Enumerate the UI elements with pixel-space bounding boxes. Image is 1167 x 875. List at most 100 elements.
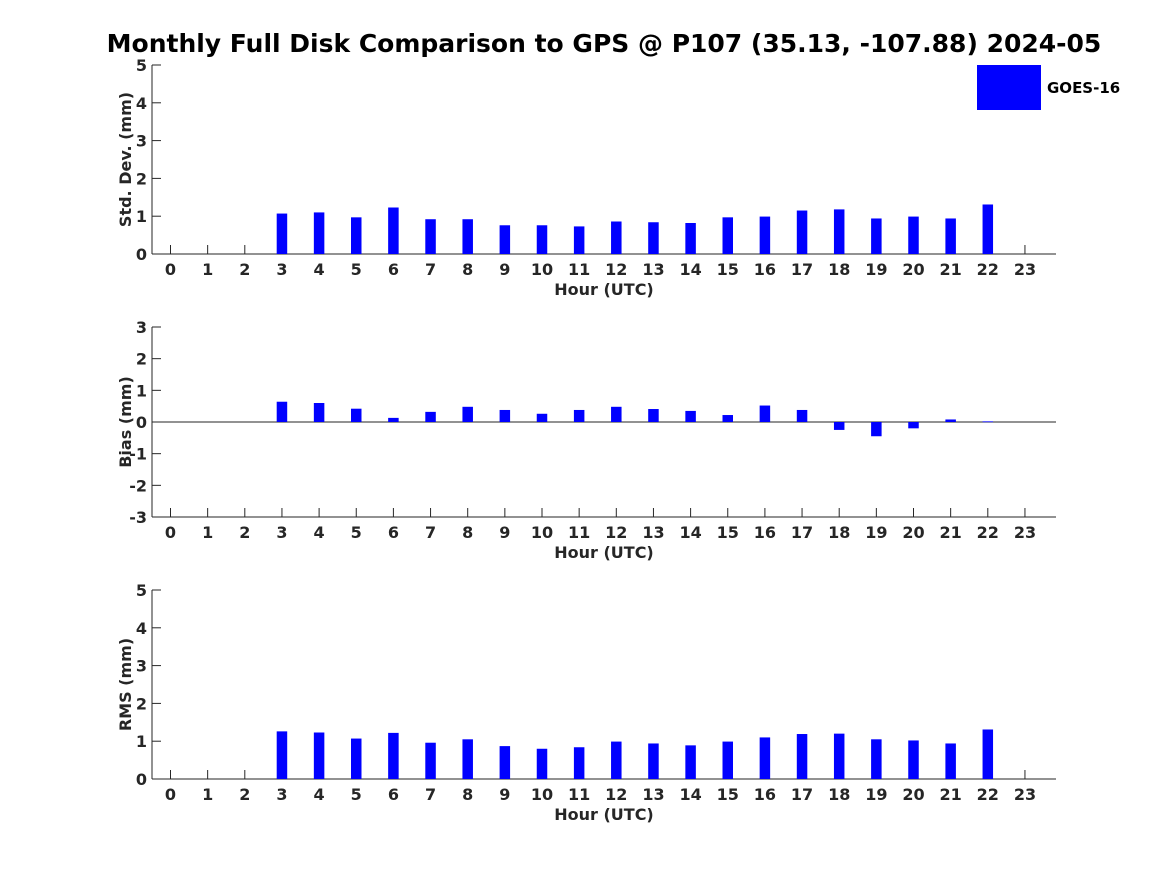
x-tick-label: 17 <box>791 523 813 542</box>
x-tick-label: 9 <box>499 785 510 804</box>
bar-std-hour-11 <box>573 226 585 254</box>
y-tick-label: 0 <box>136 413 147 432</box>
bar-std-hour-20 <box>908 216 919 254</box>
bar-rms-hour-3 <box>276 731 288 779</box>
bar-rms-hour-9 <box>499 746 511 779</box>
bar-std-hour-12 <box>611 221 622 254</box>
legend-swatch <box>977 65 1041 110</box>
x-axis-label: Hour (UTC) <box>554 280 654 299</box>
x-tick-label: 15 <box>717 260 739 279</box>
x-tick-label: 7 <box>425 260 436 279</box>
bar-rms-hour-14 <box>685 745 696 779</box>
y-tick-label: 5 <box>136 581 147 600</box>
y-tick-label: 3 <box>136 318 147 337</box>
x-tick-label: 20 <box>902 523 924 542</box>
bar-std-hour-21 <box>945 218 956 254</box>
x-tick-label: 1 <box>202 523 213 542</box>
x-tick-label: 16 <box>754 260 776 279</box>
x-tick-label: 5 <box>351 260 362 279</box>
x-tick-label: 2 <box>239 523 250 542</box>
bar-bias-hour-21 <box>945 419 956 422</box>
x-tick-label: 16 <box>754 785 776 804</box>
x-tick-label: 7 <box>425 523 436 542</box>
bar-rms-hour-11 <box>573 747 585 779</box>
x-tick-label: 23 <box>1014 260 1036 279</box>
bar-std-hour-10 <box>536 225 548 254</box>
x-tick-label: 2 <box>239 260 250 279</box>
x-tick-label: 19 <box>865 523 887 542</box>
bar-bias-hour-11 <box>573 409 585 422</box>
x-tick-label: 0 <box>165 260 176 279</box>
y-tick-label: 4 <box>136 94 147 113</box>
bar-rms-hour-13 <box>648 743 659 779</box>
x-tick-label: 21 <box>940 523 962 542</box>
bar-rms-hour-17 <box>796 734 808 779</box>
bar-rms-hour-7 <box>425 742 436 779</box>
bar-rms-hour-20 <box>908 740 919 779</box>
bar-rms-hour-22 <box>982 729 994 779</box>
x-tick-label: 5 <box>351 785 362 804</box>
x-tick-label: 11 <box>568 523 590 542</box>
x-tick-label: 23 <box>1014 523 1036 542</box>
x-tick-label: 5 <box>351 523 362 542</box>
x-tick-label: 0 <box>165 785 176 804</box>
bar-std-hour-13 <box>648 222 659 254</box>
bar-rms-hour-6 <box>388 732 399 779</box>
bar-std-hour-9 <box>499 225 511 254</box>
bar-bias-hour-12 <box>611 406 622 422</box>
bar-bias-hour-14 <box>685 410 696 422</box>
x-tick-label: 3 <box>276 785 287 804</box>
x-tick-label: 1 <box>202 785 213 804</box>
bar-rms-hour-5 <box>351 738 362 779</box>
x-tick-label: 8 <box>462 523 473 542</box>
bar-std-hour-15 <box>722 217 733 254</box>
bar-bias-hour-10 <box>536 413 548 422</box>
bar-std-hour-19 <box>871 218 882 254</box>
x-tick-label: 10 <box>531 785 553 804</box>
x-tick-label: 16 <box>754 523 776 542</box>
bar-bias-hour-17 <box>796 409 808 422</box>
bar-std-hour-7 <box>425 219 436 254</box>
x-tick-label: 19 <box>865 260 887 279</box>
x-tick-label: 18 <box>828 260 850 279</box>
x-tick-label: 23 <box>1014 785 1036 804</box>
y-tick-label: 4 <box>136 619 147 638</box>
x-axis-label: Hour (UTC) <box>554 543 654 562</box>
y-tick-label: -3 <box>129 508 147 527</box>
bar-bias-hour-13 <box>648 409 659 422</box>
y-tick-label: 1 <box>136 381 147 400</box>
x-tick-label: 17 <box>791 260 813 279</box>
bar-bias-hour-5 <box>351 408 362 422</box>
bar-bias-hour-19 <box>871 422 882 437</box>
x-tick-label: 20 <box>902 260 924 279</box>
bar-std-hour-16 <box>759 216 771 254</box>
y-tick-label: 3 <box>136 657 147 676</box>
x-tick-label: 10 <box>531 260 553 279</box>
y-tick-label: 1 <box>136 207 147 226</box>
x-tick-label: 14 <box>679 260 701 279</box>
legend-label: GOES-16 <box>1047 79 1120 97</box>
x-tick-label: 4 <box>314 260 325 279</box>
bar-std-hour-6 <box>388 207 399 254</box>
y-tick-label: 5 <box>136 56 147 75</box>
x-tick-label: 12 <box>605 523 627 542</box>
bar-bias-hour-4 <box>313 403 325 422</box>
bar-std-hour-22 <box>982 204 994 254</box>
x-tick-label: 18 <box>828 785 850 804</box>
bar-bias-hour-22 <box>982 421 994 423</box>
bar-rms-hour-8 <box>462 739 473 779</box>
bar-bias-hour-9 <box>499 409 511 422</box>
x-tick-label: 3 <box>276 523 287 542</box>
x-tick-label: 11 <box>568 260 590 279</box>
x-tick-label: 9 <box>499 523 510 542</box>
bar-bias-hour-16 <box>759 405 771 422</box>
bar-std-hour-8 <box>462 219 473 254</box>
bar-std-hour-4 <box>313 212 325 254</box>
bar-std-hour-5 <box>351 217 362 254</box>
x-tick-label: 6 <box>388 785 399 804</box>
x-tick-label: 22 <box>977 785 999 804</box>
x-tick-label: 6 <box>388 260 399 279</box>
y-tick-label: 2 <box>136 694 147 713</box>
